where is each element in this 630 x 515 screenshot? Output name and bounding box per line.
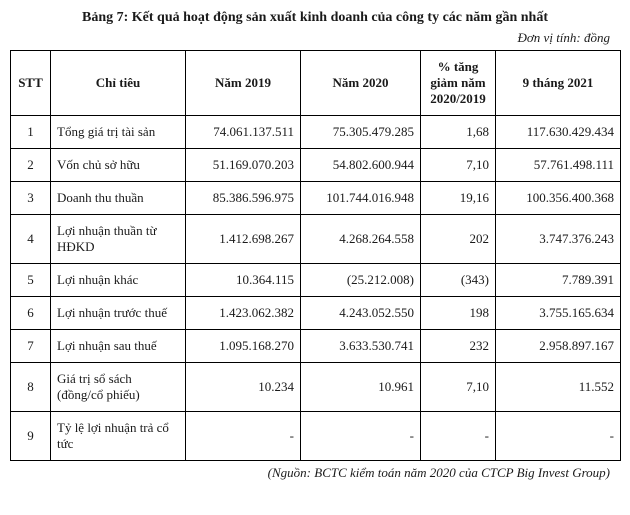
col-header-2020: Năm 2020 — [301, 51, 421, 116]
cell-9m2021: 100.356.400.368 — [496, 182, 621, 215]
cell-pct: 1,68 — [421, 116, 496, 149]
cell-2020: - — [301, 412, 421, 461]
cell-9m2021: - — [496, 412, 621, 461]
cell-9m2021: 3.755.165.634 — [496, 297, 621, 330]
cell-metric: Doanh thu thuần — [51, 182, 186, 215]
col-header-metric: Chỉ tiêu — [51, 51, 186, 116]
cell-9m2021: 2.958.897.167 — [496, 330, 621, 363]
table-row: 3Doanh thu thuần85.386.596.975101.744.01… — [11, 182, 621, 215]
col-header-stt: STT — [11, 51, 51, 116]
cell-2019: - — [186, 412, 301, 461]
cell-pct: 202 — [421, 215, 496, 264]
table-row: 1Tổng giá trị tài sản74.061.137.51175.30… — [11, 116, 621, 149]
cell-stt: 5 — [11, 264, 51, 297]
cell-2020: 4.268.264.558 — [301, 215, 421, 264]
unit-label: Đơn vị tính: đồng — [10, 30, 620, 46]
cell-stt: 9 — [11, 412, 51, 461]
cell-2020: 4.243.052.550 — [301, 297, 421, 330]
cell-pct: (343) — [421, 264, 496, 297]
cell-stt: 2 — [11, 149, 51, 182]
col-header-9m2021: 9 tháng 2021 — [496, 51, 621, 116]
table-row: 5Lợi nhuận khác10.364.115(25.212.008)(34… — [11, 264, 621, 297]
cell-metric: Lợi nhuận khác — [51, 264, 186, 297]
table-row: 6Lợi nhuận trước thuế1.423.062.3824.243.… — [11, 297, 621, 330]
table-body: 1Tổng giá trị tài sản74.061.137.51175.30… — [11, 116, 621, 461]
cell-stt: 1 — [11, 116, 51, 149]
cell-2019: 51.169.070.203 — [186, 149, 301, 182]
cell-9m2021: 57.761.498.111 — [496, 149, 621, 182]
cell-pct: 7,10 — [421, 149, 496, 182]
table-row: 4Lợi nhuận thuần từ HĐKD1.412.698.2674.2… — [11, 215, 621, 264]
cell-9m2021: 11.552 — [496, 363, 621, 412]
cell-2020: 3.633.530.741 — [301, 330, 421, 363]
cell-2020: 101.744.016.948 — [301, 182, 421, 215]
cell-stt: 8 — [11, 363, 51, 412]
cell-2019: 85.386.596.975 — [186, 182, 301, 215]
cell-metric: Tỷ lệ lợi nhuận trả cổ tức — [51, 412, 186, 461]
cell-2020: (25.212.008) — [301, 264, 421, 297]
table-title: Bảng 7: Kết quả hoạt động sản xuất kinh … — [10, 10, 620, 26]
cell-pct: 7,10 — [421, 363, 496, 412]
cell-pct: 232 — [421, 330, 496, 363]
table-row: 2Vốn chủ sở hữu51.169.070.20354.802.600.… — [11, 149, 621, 182]
cell-stt: 6 — [11, 297, 51, 330]
table-row: 9Tỷ lệ lợi nhuận trả cổ tức---- — [11, 412, 621, 461]
table-row: 7Lợi nhuận sau thuế1.095.168.2703.633.53… — [11, 330, 621, 363]
cell-2019: 74.061.137.511 — [186, 116, 301, 149]
cell-2019: 1.095.168.270 — [186, 330, 301, 363]
cell-2020: 10.961 — [301, 363, 421, 412]
cell-metric: Lợi nhuận thuần từ HĐKD — [51, 215, 186, 264]
source-note: (Nguồn: BCTC kiểm toán năm 2020 của CTCP… — [10, 465, 620, 481]
cell-metric: Lợi nhuận sau thuế — [51, 330, 186, 363]
cell-2019: 1.423.062.382 — [186, 297, 301, 330]
cell-metric: Tổng giá trị tài sản — [51, 116, 186, 149]
cell-9m2021: 117.630.429.434 — [496, 116, 621, 149]
col-header-2019: Năm 2019 — [186, 51, 301, 116]
cell-2020: 54.802.600.944 — [301, 149, 421, 182]
cell-stt: 4 — [11, 215, 51, 264]
table-row: 8Giá trị sổ sách (đồng/cổ phiếu)10.23410… — [11, 363, 621, 412]
table-header-row: STT Chỉ tiêu Năm 2019 Năm 2020 % tăng gi… — [11, 51, 621, 116]
financial-table: STT Chỉ tiêu Năm 2019 Năm 2020 % tăng gi… — [10, 50, 621, 461]
col-header-pct: % tăng giảm năm 2020/2019 — [421, 51, 496, 116]
cell-9m2021: 3.747.376.243 — [496, 215, 621, 264]
cell-stt: 3 — [11, 182, 51, 215]
cell-2019: 10.364.115 — [186, 264, 301, 297]
cell-pct: - — [421, 412, 496, 461]
cell-9m2021: 7.789.391 — [496, 264, 621, 297]
cell-metric: Giá trị sổ sách (đồng/cổ phiếu) — [51, 363, 186, 412]
cell-metric: Vốn chủ sở hữu — [51, 149, 186, 182]
cell-pct: 19,16 — [421, 182, 496, 215]
cell-metric: Lợi nhuận trước thuế — [51, 297, 186, 330]
cell-pct: 198 — [421, 297, 496, 330]
cell-2019: 1.412.698.267 — [186, 215, 301, 264]
cell-2019: 10.234 — [186, 363, 301, 412]
cell-2020: 75.305.479.285 — [301, 116, 421, 149]
cell-stt: 7 — [11, 330, 51, 363]
